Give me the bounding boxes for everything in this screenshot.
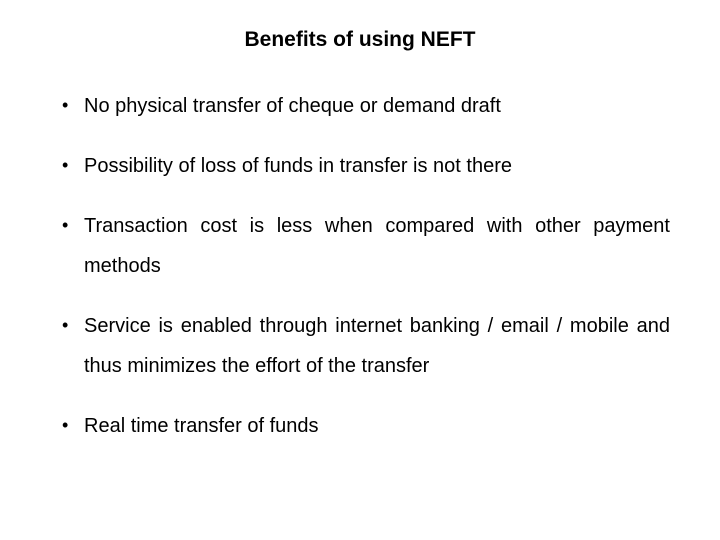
bullet-text: Real time transfer of funds xyxy=(84,415,319,437)
bullet-text: Possibility of loss of funds in transfer… xyxy=(84,155,512,177)
bullet-list: No physical transfer of cheque or demand… xyxy=(50,86,670,446)
slide-title: Benefits of using NEFT xyxy=(50,28,670,52)
slide: Benefits of using NEFT No physical trans… xyxy=(0,0,720,540)
list-item: No physical transfer of cheque or demand… xyxy=(60,86,670,126)
bullet-text: Transaction cost is less when compared w… xyxy=(84,215,670,277)
bullet-text: Service is enabled through internet bank… xyxy=(84,315,670,377)
list-item: Real time transfer of funds xyxy=(60,406,670,446)
list-item: Transaction cost is less when compared w… xyxy=(60,206,670,286)
bullet-text: No physical transfer of cheque or demand… xyxy=(84,95,501,117)
list-item: Possibility of loss of funds in transfer… xyxy=(60,146,670,186)
list-item: Service is enabled through internet bank… xyxy=(60,306,670,386)
